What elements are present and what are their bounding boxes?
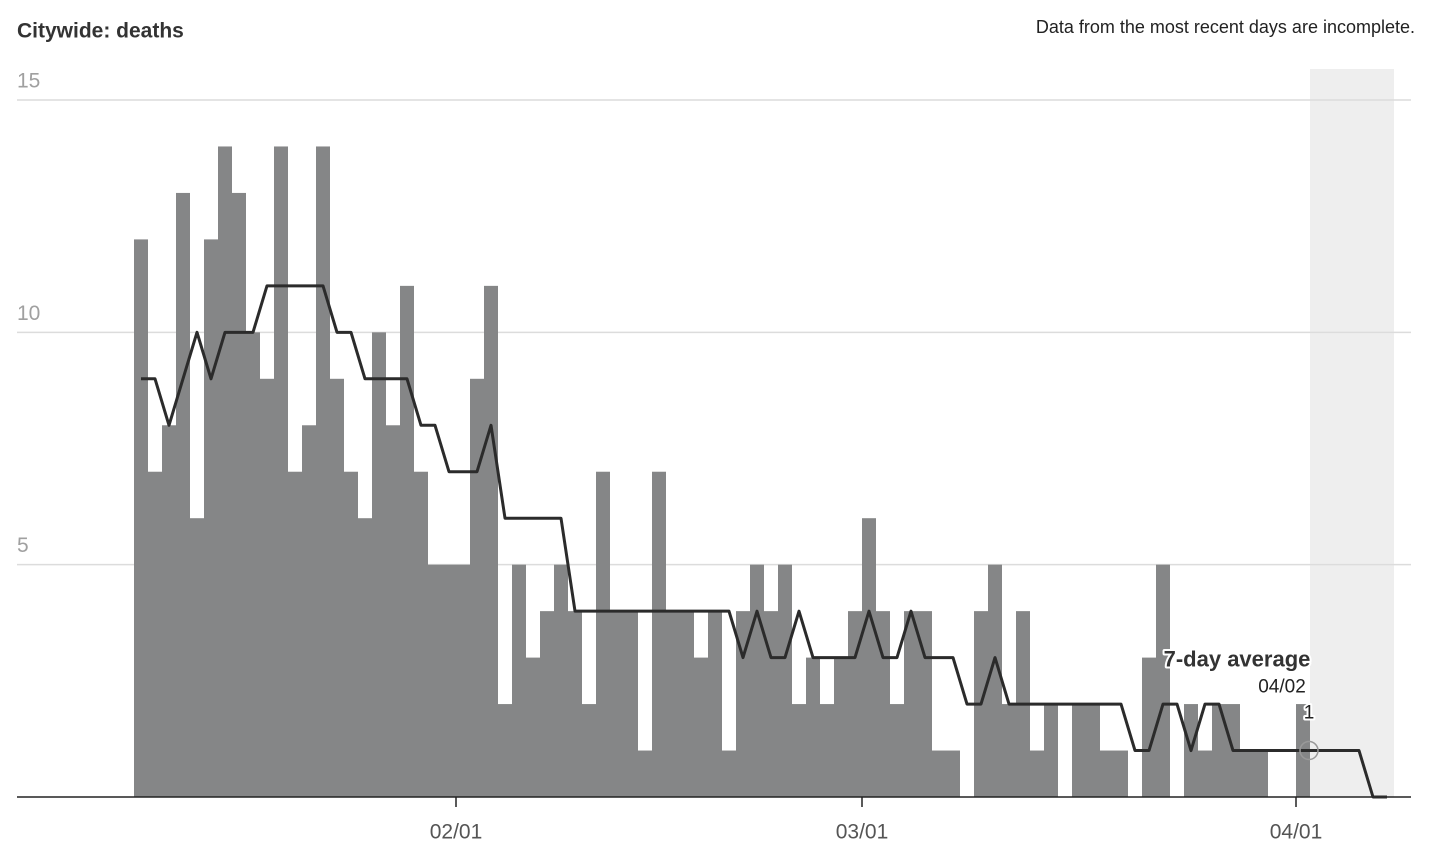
bar <box>1212 704 1226 797</box>
bar <box>1142 657 1156 797</box>
bar <box>372 332 386 797</box>
y-tick-label: 15 <box>17 70 40 93</box>
bar <box>148 471 162 797</box>
x-tick-label: 02/01 <box>430 821 483 844</box>
bar <box>554 564 568 797</box>
bar <box>302 425 316 797</box>
bar <box>988 564 1002 797</box>
bar <box>260 378 274 797</box>
bar <box>862 518 876 797</box>
bar <box>722 750 736 797</box>
bar <box>652 471 666 797</box>
bar <box>1198 750 1212 797</box>
bar <box>820 704 834 797</box>
bar <box>1002 704 1016 797</box>
bar <box>1240 750 1254 797</box>
bar <box>540 611 554 797</box>
bar <box>218 146 232 797</box>
bar <box>708 611 722 797</box>
bar <box>624 611 638 797</box>
bar <box>330 378 344 797</box>
bar <box>806 657 820 797</box>
annotation-date: 04/02 <box>1258 677 1306 698</box>
x-tick-label: 03/01 <box>836 821 889 844</box>
note: Data from the most recent days are incom… <box>1036 17 1415 37</box>
bar <box>512 564 526 797</box>
bar <box>1114 750 1128 797</box>
bar <box>750 564 764 797</box>
incomplete-region <box>1310 69 1394 797</box>
average-line <box>141 284 1387 799</box>
bar <box>904 611 918 797</box>
y-tick-label: 5 <box>17 534 29 557</box>
bar <box>134 239 148 797</box>
bar <box>176 192 190 797</box>
bar <box>288 471 302 797</box>
bar <box>1086 704 1100 797</box>
bar <box>568 611 582 797</box>
bar <box>1156 564 1170 797</box>
bar <box>1254 750 1268 797</box>
bar <box>204 239 218 797</box>
bar <box>470 378 484 797</box>
bar <box>778 564 792 797</box>
annotation-marker <box>1299 740 1319 761</box>
x-tick-label: 04/01 <box>1270 821 1323 844</box>
bar <box>610 611 624 797</box>
bar <box>596 471 610 797</box>
bar <box>582 704 596 797</box>
bar <box>1100 750 1114 797</box>
bar <box>680 611 694 797</box>
bar <box>316 146 330 797</box>
bar <box>162 425 176 797</box>
bar <box>386 425 400 797</box>
chart-title: Citywide: deaths <box>17 20 184 43</box>
bar <box>456 564 470 797</box>
bar <box>274 146 288 797</box>
annotation-label: 7-day average <box>1164 646 1311 671</box>
bar <box>484 285 498 797</box>
y-tick-label: 10 <box>17 302 40 325</box>
bar <box>666 611 680 797</box>
bar <box>246 332 260 797</box>
bar <box>946 750 960 797</box>
bar <box>442 564 456 797</box>
bar <box>834 657 848 797</box>
bar <box>932 750 946 797</box>
bar <box>232 192 246 797</box>
bar <box>400 285 414 797</box>
bar <box>1044 704 1058 797</box>
bar <box>190 518 204 797</box>
bar <box>1072 704 1086 797</box>
bar <box>736 611 750 797</box>
bar <box>358 518 372 797</box>
bar <box>792 704 806 797</box>
bar <box>344 471 358 797</box>
annotation-value: 1 <box>1304 703 1315 724</box>
bar <box>890 704 904 797</box>
bar <box>526 657 540 797</box>
bar <box>694 657 708 797</box>
bar <box>414 471 428 797</box>
bar <box>498 704 512 797</box>
bar <box>428 564 442 797</box>
bar <box>1030 750 1044 797</box>
bar <box>638 750 652 797</box>
